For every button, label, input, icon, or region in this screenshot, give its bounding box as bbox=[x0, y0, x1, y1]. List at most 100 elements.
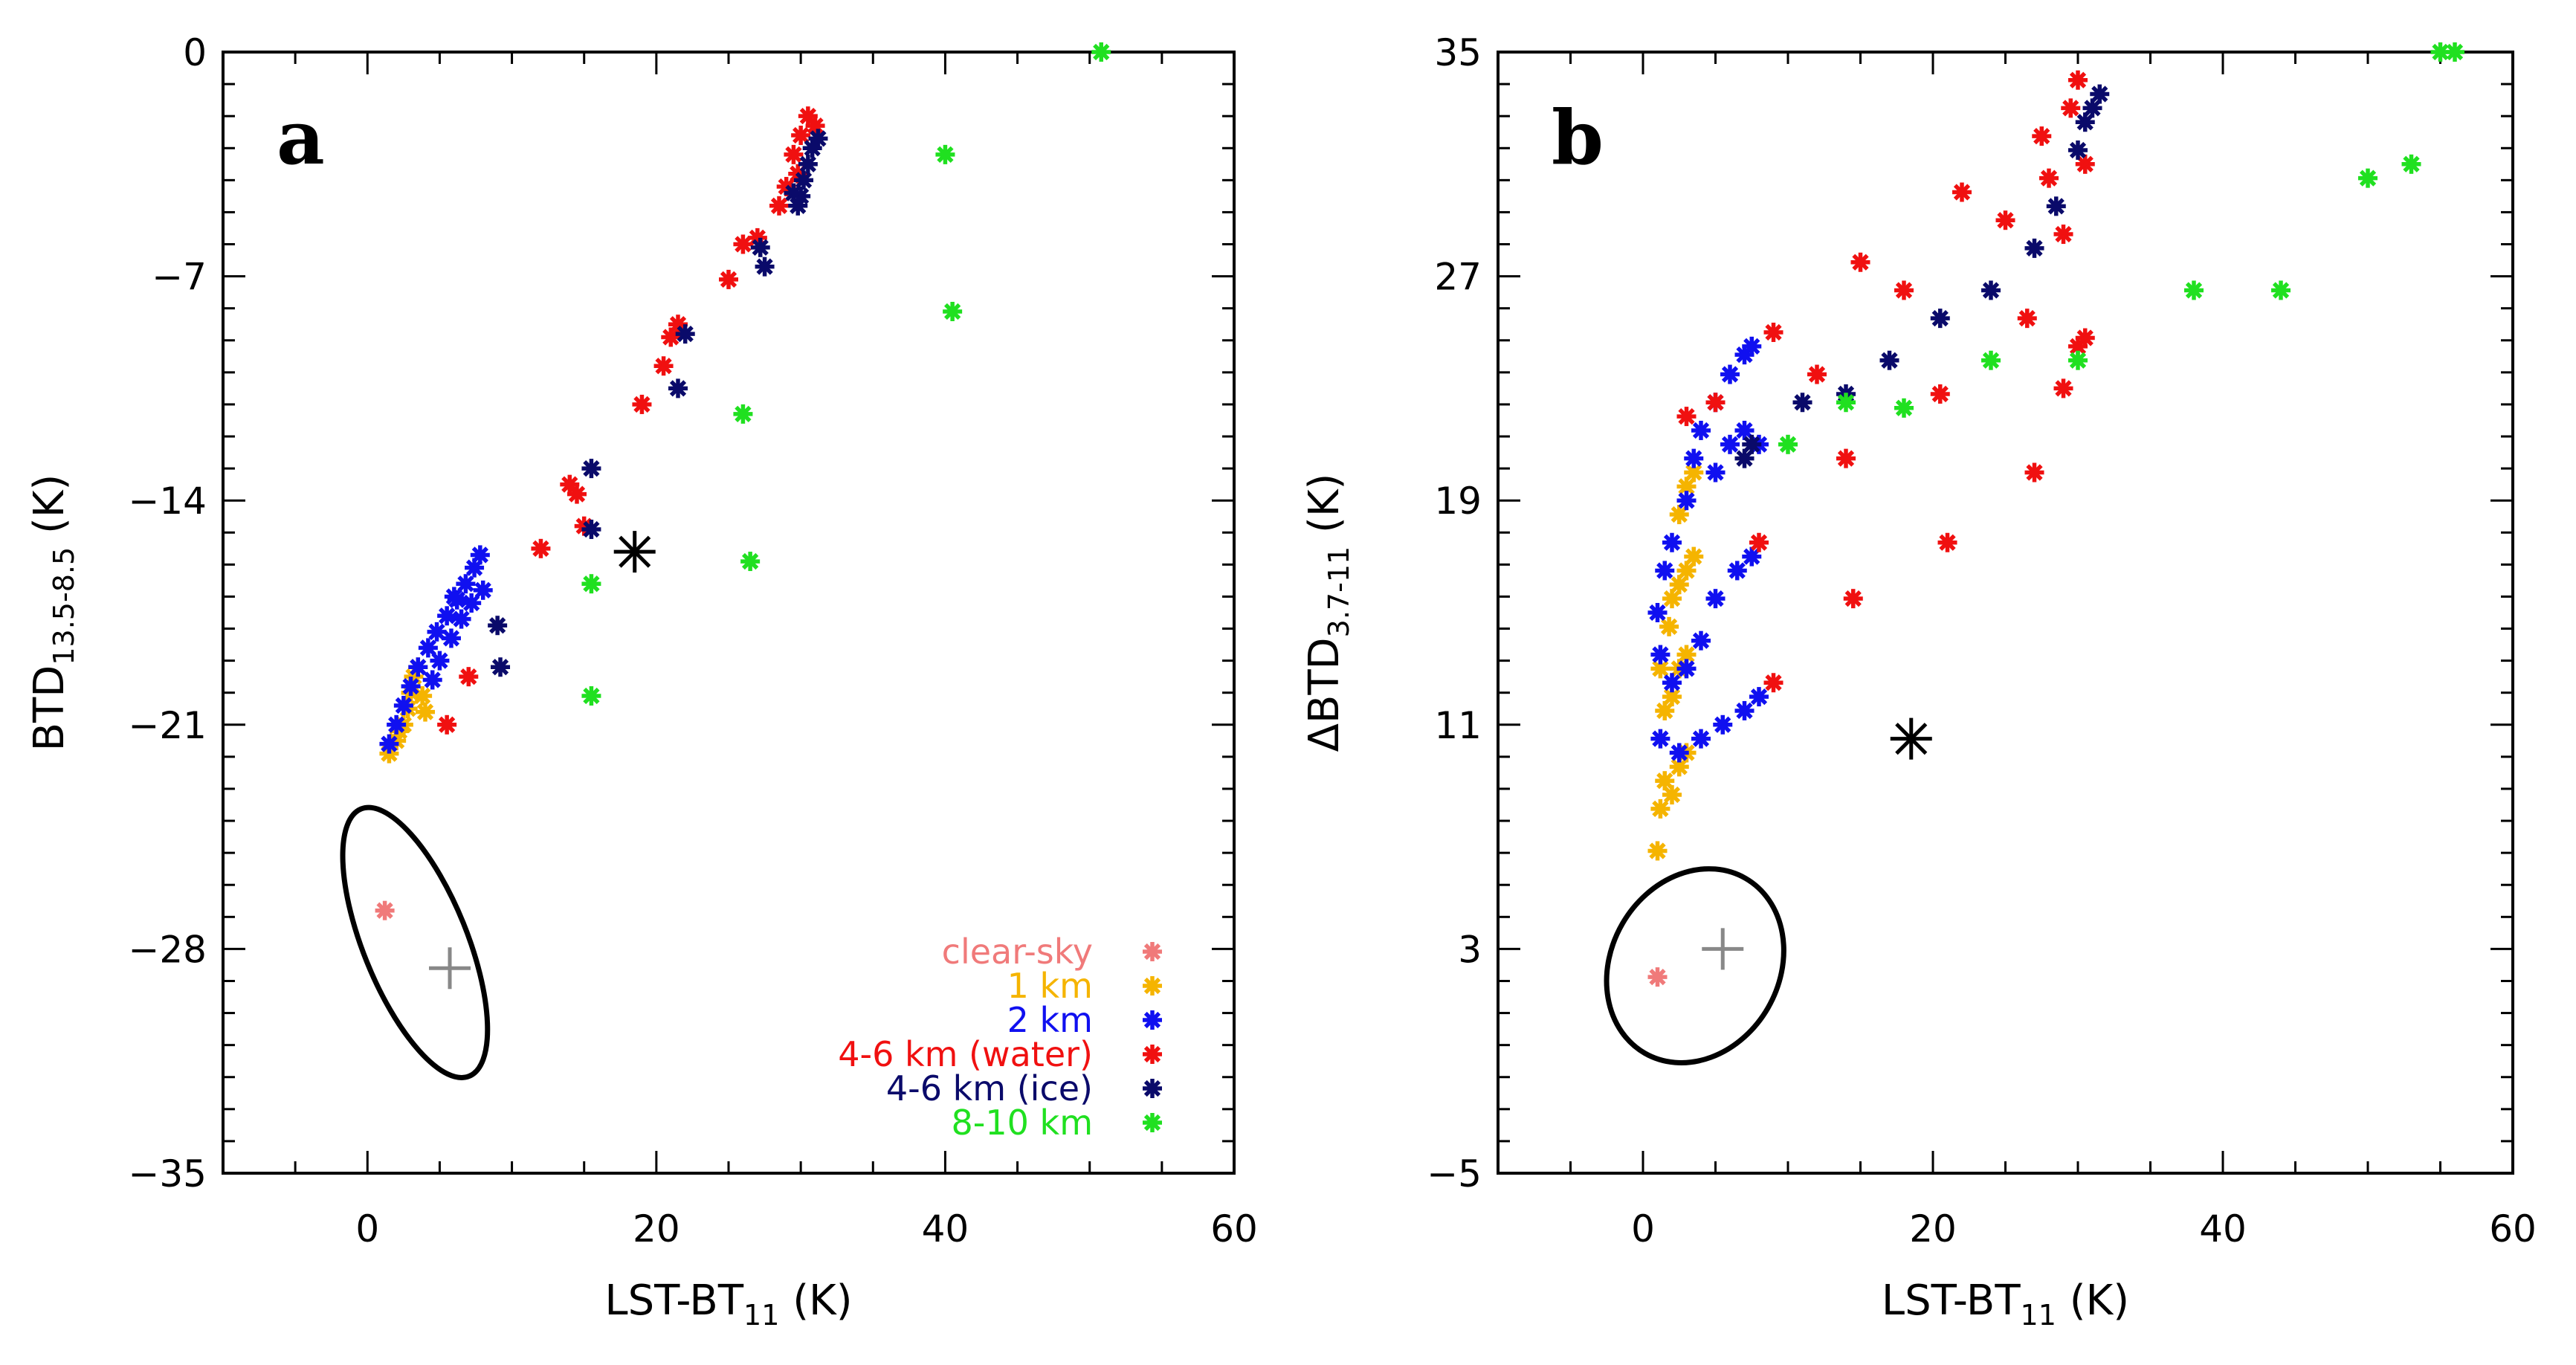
data-point bbox=[1691, 420, 1711, 440]
data-point bbox=[1691, 630, 1711, 651]
data-point bbox=[441, 628, 461, 648]
data-point bbox=[422, 670, 442, 690]
y-tick-label: 35 bbox=[1434, 31, 1482, 74]
legend-label: 8-10 km bbox=[952, 1103, 1093, 1143]
data-point bbox=[2024, 238, 2044, 258]
data-point bbox=[1669, 505, 1689, 525]
data-point bbox=[2017, 309, 2037, 329]
data-point bbox=[581, 686, 601, 706]
y-tick-label: −5 bbox=[1427, 1152, 1482, 1195]
data-point bbox=[1091, 42, 1111, 62]
data-point bbox=[418, 638, 438, 658]
y-tick-label: −7 bbox=[152, 256, 207, 299]
data-point bbox=[2053, 378, 2073, 398]
legend-label: 2 km bbox=[1007, 1000, 1093, 1040]
data-point bbox=[2075, 154, 2095, 174]
data-point bbox=[1742, 336, 1762, 356]
data-point bbox=[2075, 112, 2095, 132]
data-point bbox=[2090, 84, 2110, 104]
y-tick-label: −28 bbox=[128, 928, 207, 971]
data-point bbox=[1659, 616, 1679, 636]
x-tick-label: 20 bbox=[1909, 1207, 1957, 1251]
data-point bbox=[581, 574, 601, 594]
data-point bbox=[1647, 967, 1668, 987]
data-point bbox=[2039, 168, 2059, 188]
data-point bbox=[1930, 384, 1950, 404]
data-point bbox=[2061, 98, 2081, 118]
data-point bbox=[1763, 673, 1783, 693]
data-point bbox=[2068, 350, 2088, 370]
data-point bbox=[2184, 280, 2204, 300]
data-point bbox=[784, 144, 804, 164]
data-point bbox=[791, 126, 811, 146]
series-4-6-km-ice- bbox=[488, 129, 828, 677]
series-4-6-km-water- bbox=[437, 106, 825, 735]
data-point bbox=[1720, 434, 1740, 454]
series-8-10-km bbox=[581, 42, 1111, 706]
data-point bbox=[750, 237, 770, 257]
x-axis-label: LST-BT11 (K) bbox=[604, 1277, 852, 1332]
data-point bbox=[2032, 126, 2052, 146]
data-point bbox=[1742, 546, 1762, 567]
data-point bbox=[1684, 448, 1704, 468]
data-point bbox=[1836, 448, 1856, 468]
data-point bbox=[437, 606, 457, 626]
data-point bbox=[733, 404, 753, 424]
data-point bbox=[1952, 182, 1972, 202]
y-tick-label: −14 bbox=[128, 480, 207, 523]
x-tick-label: 20 bbox=[633, 1207, 680, 1251]
data-point bbox=[2068, 70, 2088, 90]
data-point bbox=[1655, 700, 1675, 720]
series-clear-sky bbox=[1647, 967, 1668, 987]
data-point bbox=[1662, 589, 1682, 609]
data-point bbox=[2445, 42, 2464, 62]
panel-label: a bbox=[277, 94, 325, 181]
data-point bbox=[1734, 448, 1755, 468]
data-point bbox=[2075, 328, 2095, 348]
data-point bbox=[581, 459, 601, 479]
data-point bbox=[1684, 546, 1704, 567]
data-point bbox=[2053, 225, 2073, 245]
data-point bbox=[1676, 491, 1697, 511]
series-8-10-km bbox=[1778, 42, 2464, 454]
data-point bbox=[1836, 393, 1856, 413]
x-tick-label: 0 bbox=[355, 1207, 379, 1251]
data-point bbox=[1650, 798, 1670, 819]
data-point bbox=[430, 651, 450, 671]
data-point bbox=[1669, 575, 1689, 595]
data-point bbox=[416, 702, 435, 722]
data-point bbox=[401, 677, 421, 697]
data-point bbox=[437, 714, 457, 735]
data-point bbox=[1749, 687, 1769, 707]
data-point bbox=[1850, 252, 1870, 272]
data-point bbox=[2082, 98, 2102, 118]
legend-label: 1 km bbox=[1007, 966, 1093, 1006]
data-point bbox=[755, 256, 775, 277]
data-point bbox=[1778, 434, 1798, 454]
y-tick-label: −35 bbox=[128, 1152, 207, 1195]
x-tick-label: 40 bbox=[922, 1207, 969, 1251]
data-point bbox=[1691, 729, 1711, 749]
data-point bbox=[1807, 364, 1827, 384]
data-point bbox=[740, 552, 761, 572]
data-point bbox=[1843, 589, 1863, 609]
data-point bbox=[1705, 589, 1726, 609]
y-tick-label: 27 bbox=[1434, 256, 1482, 299]
series-4-6-km-ice- bbox=[1734, 84, 2110, 468]
data-point bbox=[1676, 659, 1697, 679]
legend-label: 4-6 km (ice) bbox=[886, 1068, 1093, 1109]
black-star-marker bbox=[1890, 717, 1932, 760]
data-point bbox=[408, 657, 428, 677]
data-point bbox=[719, 269, 738, 289]
data-point bbox=[733, 234, 753, 254]
grey-plus-marker bbox=[1702, 928, 1744, 970]
data-point bbox=[675, 324, 695, 344]
data-point bbox=[375, 900, 395, 920]
data-point bbox=[387, 714, 407, 735]
data-point bbox=[1720, 364, 1740, 384]
data-point bbox=[1647, 603, 1668, 622]
data-point bbox=[1727, 561, 1747, 581]
data-point bbox=[943, 301, 963, 321]
legend-marker bbox=[1143, 1113, 1162, 1132]
